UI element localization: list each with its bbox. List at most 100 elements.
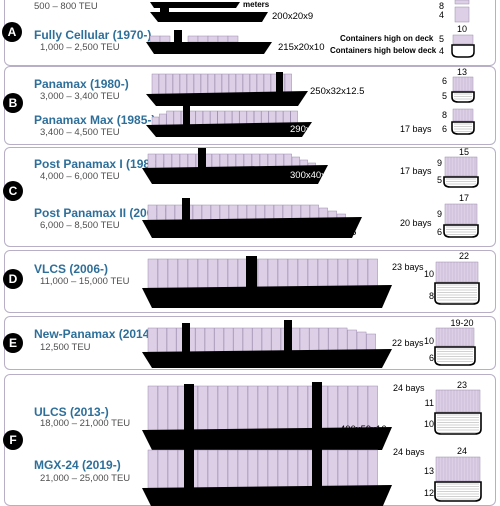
container-stack xyxy=(242,73,250,95)
cross-section-fc xyxy=(451,34,475,58)
container-stack xyxy=(157,258,168,289)
deck-stack xyxy=(435,327,475,347)
hull xyxy=(142,427,392,450)
group-a xyxy=(4,0,496,66)
container-stack xyxy=(264,204,274,221)
ship-post-panamax-2 xyxy=(142,198,362,238)
container-stack xyxy=(227,153,236,169)
dims-panamax: 250x32x12.5 xyxy=(310,86,365,97)
hull-section xyxy=(434,412,482,435)
container-stack xyxy=(317,258,328,289)
container-stack xyxy=(210,204,220,221)
container-stack xyxy=(282,204,292,221)
container-stack xyxy=(217,449,228,489)
container-stack xyxy=(327,449,338,489)
container-stack xyxy=(192,204,202,221)
container-stack xyxy=(235,73,243,95)
container-stack xyxy=(200,73,208,95)
container-stack xyxy=(271,327,281,353)
cross-section-mgx-24 xyxy=(434,456,482,502)
container-stack xyxy=(257,258,268,289)
bays-ulcs: 24 bays xyxy=(393,383,425,393)
units-label: meters xyxy=(243,0,270,9)
high-fc: 4 xyxy=(438,10,444,20)
cross-section-panamax xyxy=(451,76,475,103)
name-panamax: Panamax (1980-) xyxy=(34,77,129,91)
ship-post-panamax-1 xyxy=(142,148,328,184)
ship-new-panamax xyxy=(142,320,392,368)
container-stack xyxy=(179,73,187,95)
container-stack xyxy=(337,327,348,353)
container-stack xyxy=(147,385,158,431)
hull-section xyxy=(434,346,476,366)
container-stack xyxy=(239,110,247,126)
beam-mgx-24: 24 xyxy=(456,446,467,456)
container-stack xyxy=(257,385,268,431)
name-mgx-24: MGX-24 (2019-) xyxy=(34,458,121,472)
container-stack xyxy=(207,258,218,289)
container-stack xyxy=(210,110,218,126)
container-stack xyxy=(228,73,236,95)
container-stack xyxy=(193,73,201,95)
container-stack xyxy=(201,204,211,221)
ship-mgx-24 xyxy=(142,446,392,506)
container-stack xyxy=(204,327,215,353)
bays-mgx-24: 24 bays xyxy=(393,447,425,457)
container-stack xyxy=(263,73,271,95)
container-stack xyxy=(277,449,288,489)
cross-section-ulcs xyxy=(434,389,482,435)
beam-vlcs: 22 xyxy=(458,251,469,261)
container-stack xyxy=(237,385,248,431)
name-post-panamax-2: Post Panamax II (2000-) xyxy=(34,206,169,220)
dims-new-panamax: 366x49x15.2 xyxy=(320,352,375,363)
container-stack xyxy=(227,449,238,489)
container-stack xyxy=(214,73,222,95)
container-stack xyxy=(157,385,168,431)
container-stack xyxy=(155,153,164,169)
container-stack xyxy=(235,153,244,169)
container-stack xyxy=(207,73,215,95)
container-stack xyxy=(221,73,229,95)
container-stack xyxy=(255,204,265,221)
teu-vlcs: 11,000 – 15,000 TEU xyxy=(40,276,130,287)
beam-post-panamax-1: 15 xyxy=(458,147,469,157)
container-stack xyxy=(217,110,225,126)
container-stack xyxy=(202,110,211,126)
container-stack xyxy=(357,449,368,489)
container-stack xyxy=(252,327,262,353)
high-new-panamax: 10 xyxy=(423,336,434,346)
container-stack xyxy=(147,449,158,489)
container-stack xyxy=(284,73,292,95)
container-stack xyxy=(267,385,278,431)
container-stack xyxy=(147,204,157,221)
container-stack xyxy=(337,258,348,289)
container-stack xyxy=(259,153,268,169)
bridge xyxy=(246,256,257,289)
container-stack xyxy=(187,153,196,169)
container-stack xyxy=(147,258,158,289)
dims-panamax-max: 290x32x12.5 xyxy=(290,124,345,135)
container-stack xyxy=(356,331,367,353)
container-stack xyxy=(243,153,252,169)
badge-d: D xyxy=(3,269,23,289)
container-stack xyxy=(219,204,229,221)
bays-vlcs: 23 bays xyxy=(392,262,424,272)
bays-post-panamax-2: 20 bays xyxy=(400,218,432,228)
beam-post-panamax-2: 17 xyxy=(458,193,469,203)
name-vlcs: VLCS (2006-) xyxy=(34,262,109,276)
container-stack xyxy=(151,73,159,95)
ship-panamax xyxy=(146,72,308,106)
name-panamax-max: Panamax Max (1985-) xyxy=(34,113,156,127)
container-stack xyxy=(217,258,228,289)
container-stack xyxy=(237,204,247,221)
container-stack xyxy=(171,153,180,169)
dims-fully-cellular-1: 200x20x9 xyxy=(272,11,314,22)
deck-stack xyxy=(444,156,478,177)
container-stack xyxy=(347,258,358,289)
ship-ulcs xyxy=(142,382,392,450)
ship-fully-cellular-2 xyxy=(146,30,272,54)
beam-panamax: 13 xyxy=(456,67,467,77)
dims-post-panamax-2: 340x43x14.5 xyxy=(302,227,357,238)
high-ulcs: 11 xyxy=(424,398,434,408)
low-vlcs: 8 xyxy=(428,291,434,301)
